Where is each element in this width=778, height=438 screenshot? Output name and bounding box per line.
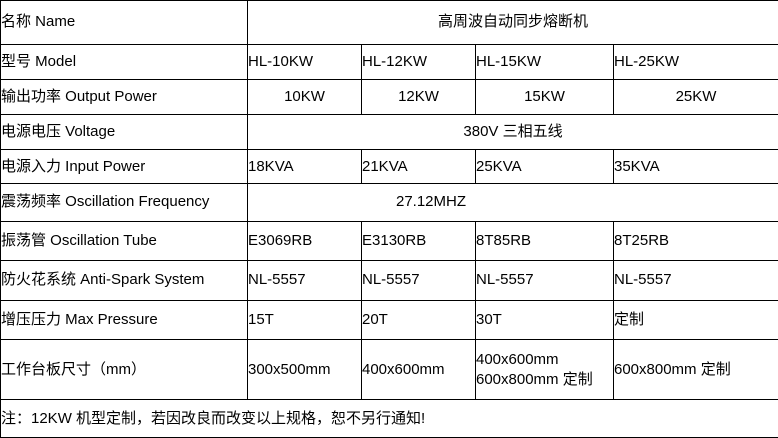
table-row-frequency: 震荡频率 Oscillation Frequency 27.12MHZ (0, 183, 778, 222)
table-row-output-power: 输出功率 Output Power 10KW 12KW 15KW 25KW (0, 79, 778, 116)
table-row-voltage: 电源电压 Voltage 380V 三相五线 (0, 114, 778, 150)
worktable-size-col3-line1: 400x600mm (476, 351, 559, 369)
footnote-text: 注：12KW 机型定制，若因改良而改变以上规格，恕不另行通知! (0, 399, 778, 438)
product-title: 高周波自动同步熔断机 (246, 0, 778, 45)
table-row-model: 型号 Model HL-10KW HL-12KW HL-15KW HL-25KW (0, 43, 778, 81)
row-label-voltage: 电源电压 Voltage (0, 114, 248, 150)
model-col1: HL-10KW (247, 43, 362, 81)
table-row-footnote: 注：12KW 机型定制，若因改良而改变以上规格，恕不另行通知! (0, 399, 778, 438)
max-pressure-col3: 30T (475, 299, 614, 341)
worktable-size-col3: 400x600mm 600x800mm 定制 (475, 339, 614, 401)
input-power-col1: 18KVA (247, 148, 362, 185)
oscillation-tube-col1: E3069RB (247, 220, 362, 262)
row-label-max-pressure: 增压压力 Max Pressure (0, 299, 248, 341)
model-col3: HL-15KW (475, 43, 614, 81)
table-row-max-pressure: 增压压力 Max Pressure 15T 20T 30T 定制 (0, 299, 778, 341)
row-label-output-power: 输出功率 Output Power (0, 79, 248, 116)
input-power-col3: 25KVA (475, 148, 614, 185)
anti-spark-col1: NL-5557 (247, 260, 362, 301)
table-row-worktable-size: 工作台板尺寸（mm） 300x500mm 400x600mm 400x600mm… (0, 339, 778, 401)
model-col2: HL-12KW (361, 43, 476, 81)
max-pressure-col4: 定制 (612, 299, 778, 341)
oscillation-tube-col4: 8T25RB (612, 220, 778, 262)
output-power-col2: 12KW (361, 79, 476, 116)
anti-spark-col2: NL-5557 (361, 260, 476, 301)
output-power-col4: 25KW (612, 79, 778, 116)
row-label-worktable-size: 工作台板尺寸（mm） (0, 339, 248, 401)
worktable-size-col4: 600x800mm 定制 (612, 339, 778, 401)
worktable-size-col2: 400x600mm (361, 339, 476, 401)
row-label-input-power: 电源入力 Input Power (0, 148, 248, 185)
max-pressure-col1: 15T (247, 299, 362, 341)
anti-spark-col4: NL-5557 (612, 260, 778, 301)
table-row-name: 名称 Name 高周波自动同步熔断机 (0, 0, 778, 45)
input-power-col2: 21KVA (361, 148, 476, 185)
voltage-value: 380V 三相五线 (246, 114, 778, 150)
output-power-col1: 10KW (247, 79, 362, 116)
row-label-frequency: 震荡频率 Oscillation Frequency (0, 183, 248, 222)
output-power-col3: 15KW (475, 79, 614, 116)
max-pressure-col2: 20T (361, 299, 476, 341)
input-power-col4: 35KVA (612, 148, 778, 185)
model-col4: HL-25KW (612, 43, 778, 81)
worktable-size-col3-line2: 600x800mm 定制 (476, 370, 593, 388)
oscillation-tube-col3: 8T85RB (475, 220, 614, 262)
worktable-size-col1: 300x500mm (247, 339, 362, 401)
frequency-value: 27.12MHZ (395, 193, 467, 211)
frequency-value-cell: 27.12MHZ (246, 183, 778, 222)
row-label-model: 型号 Model (0, 43, 248, 81)
row-label-oscillation-tube: 振荡管 Oscillation Tube (0, 220, 248, 262)
table-row-anti-spark: 防火花系统 Anti-Spark System NL-5557 NL-5557 … (0, 260, 778, 301)
anti-spark-col3: NL-5557 (475, 260, 614, 301)
row-label-anti-spark: 防火花系统 Anti-Spark System (0, 260, 248, 301)
table-row-input-power: 电源入力 Input Power 18KVA 21KVA 25KVA 35KVA (0, 148, 778, 185)
oscillation-tube-col2: E3130RB (361, 220, 476, 262)
table-row-oscillation-tube: 振荡管 Oscillation Tube E3069RB E3130RB 8T8… (0, 220, 778, 262)
row-label-name: 名称 Name (0, 0, 248, 45)
